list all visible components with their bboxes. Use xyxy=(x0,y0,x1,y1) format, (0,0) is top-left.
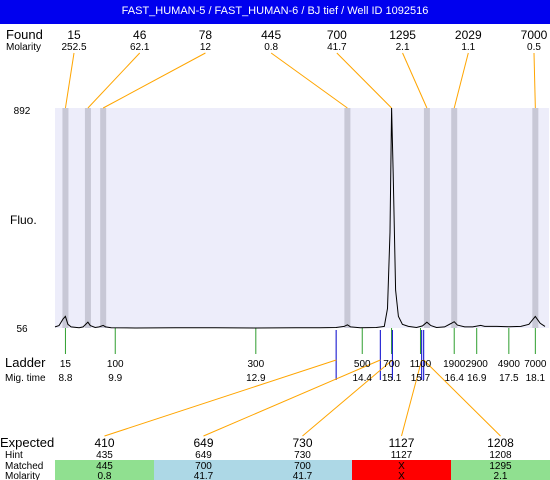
found-molarity: 41.7 xyxy=(327,42,347,53)
matched-cell xyxy=(253,460,352,480)
found-size: 445 xyxy=(261,28,281,42)
cross-link xyxy=(423,359,501,437)
expected-value: 1127 xyxy=(389,436,415,450)
y-tick-max: 892 xyxy=(14,106,31,117)
fluorescence-trace xyxy=(54,107,546,329)
hint-value: 1208 xyxy=(489,450,512,461)
ladder-mig-time: 15.1 xyxy=(382,373,402,384)
hint-label: Hint xyxy=(5,450,23,461)
found-size: 2029 xyxy=(455,28,482,42)
molarity-value: 41.7 xyxy=(293,471,313,480)
found-molarity: 62.1 xyxy=(130,42,150,53)
found-size: 700 xyxy=(327,28,347,42)
ladder-size: 7000 xyxy=(524,359,547,370)
found-molarity: 0.8 xyxy=(264,42,278,53)
ladder-mig-time: 17.5 xyxy=(499,373,519,384)
matched-cell xyxy=(451,460,550,480)
found-connector xyxy=(336,52,392,109)
y-tick-min: 56 xyxy=(16,324,28,335)
found-connector xyxy=(402,52,428,109)
cross-link xyxy=(401,359,423,437)
molarity-value: 0.8 xyxy=(98,471,112,480)
header-bar xyxy=(0,0,550,24)
plot-area xyxy=(55,108,549,328)
found-molarity: 1.1 xyxy=(461,42,475,53)
header-title: FAST_HUMAN-5 / FAST_HUMAN-6 / BJ tief / … xyxy=(121,5,429,17)
matched-cell xyxy=(154,460,253,480)
mig-time-label: Mig. time xyxy=(5,373,46,384)
peak-band xyxy=(62,108,69,328)
ladder-label: Ladder xyxy=(5,355,46,370)
found-connector xyxy=(102,52,206,109)
peak-band xyxy=(100,108,107,328)
found-connector xyxy=(270,52,348,109)
found-molarity: 252.5 xyxy=(61,42,86,53)
ladder-mig-time: 15.7 xyxy=(411,373,431,384)
expected-value: 649 xyxy=(193,436,213,450)
cross-link xyxy=(203,359,381,437)
molarity-value: X xyxy=(398,471,405,480)
ladder-mig-time: 12.9 xyxy=(246,373,266,384)
molarity-row-label: Molarity xyxy=(5,471,40,480)
cross-link xyxy=(302,359,393,437)
peak-band xyxy=(84,108,91,328)
found-size: 15 xyxy=(67,28,81,42)
ladder-mig-time: 9.9 xyxy=(108,373,122,384)
matched-cell xyxy=(352,460,451,480)
peak-band xyxy=(451,108,458,328)
found-connector xyxy=(453,52,469,109)
matched-value: 1295 xyxy=(489,461,512,472)
found-size: 1295 xyxy=(389,28,416,42)
found-connector xyxy=(533,52,536,109)
matched-value: X xyxy=(398,461,405,472)
found-size: 78 xyxy=(199,28,213,42)
ladder-size: 15 xyxy=(60,359,72,370)
found-molarity: 0.5 xyxy=(527,42,541,53)
molarity-value: 2.1 xyxy=(494,471,508,480)
found-molarity: 12 xyxy=(200,42,212,53)
found-connector xyxy=(87,52,141,109)
found-molarity: 2.1 xyxy=(396,42,410,53)
cross-link xyxy=(104,359,337,437)
hint-value: 435 xyxy=(96,450,113,461)
ladder-size: 500 xyxy=(354,359,371,370)
ladder-size: 2900 xyxy=(466,359,489,370)
found-size: 46 xyxy=(133,28,147,42)
ladder-mig-time: 16.9 xyxy=(467,373,487,384)
ladder-size: 1900 xyxy=(443,359,466,370)
hint-value: 649 xyxy=(195,450,212,461)
found-size: 7000 xyxy=(521,28,548,42)
ladder-size: 4900 xyxy=(498,359,521,370)
found-label: Found xyxy=(6,27,43,42)
peak-band xyxy=(423,108,430,328)
expected-value: 410 xyxy=(94,436,114,450)
ladder-size: 100 xyxy=(107,359,124,370)
expected-value: 730 xyxy=(292,436,312,450)
matched-label: Matched xyxy=(5,461,43,472)
ladder-mig-time: 8.8 xyxy=(58,373,72,384)
hint-value: 1127 xyxy=(391,450,413,461)
peak-band xyxy=(344,108,351,328)
ladder-mig-time: 18.1 xyxy=(526,373,546,384)
matched-value: 700 xyxy=(195,461,212,472)
ladder-size: 700 xyxy=(383,359,400,370)
expected-label: Expected xyxy=(0,435,54,450)
matched-value: 700 xyxy=(294,461,311,472)
peak-band xyxy=(532,108,539,328)
ladder-mig-time: 16.4 xyxy=(444,373,464,384)
matched-value: 445 xyxy=(96,461,113,472)
molarity-value: 41.7 xyxy=(194,471,214,480)
matched-cell xyxy=(55,460,154,480)
ladder-size: 300 xyxy=(247,359,264,370)
ladder-mig-time: 14.4 xyxy=(353,373,373,384)
y-axis-label: Fluo. xyxy=(10,213,37,227)
ladder-size: 1100 xyxy=(410,359,432,370)
hint-value: 730 xyxy=(294,450,311,461)
expected-value: 1208 xyxy=(487,436,514,450)
found-connector xyxy=(64,52,75,109)
molarity-label: Molarity xyxy=(6,42,41,53)
